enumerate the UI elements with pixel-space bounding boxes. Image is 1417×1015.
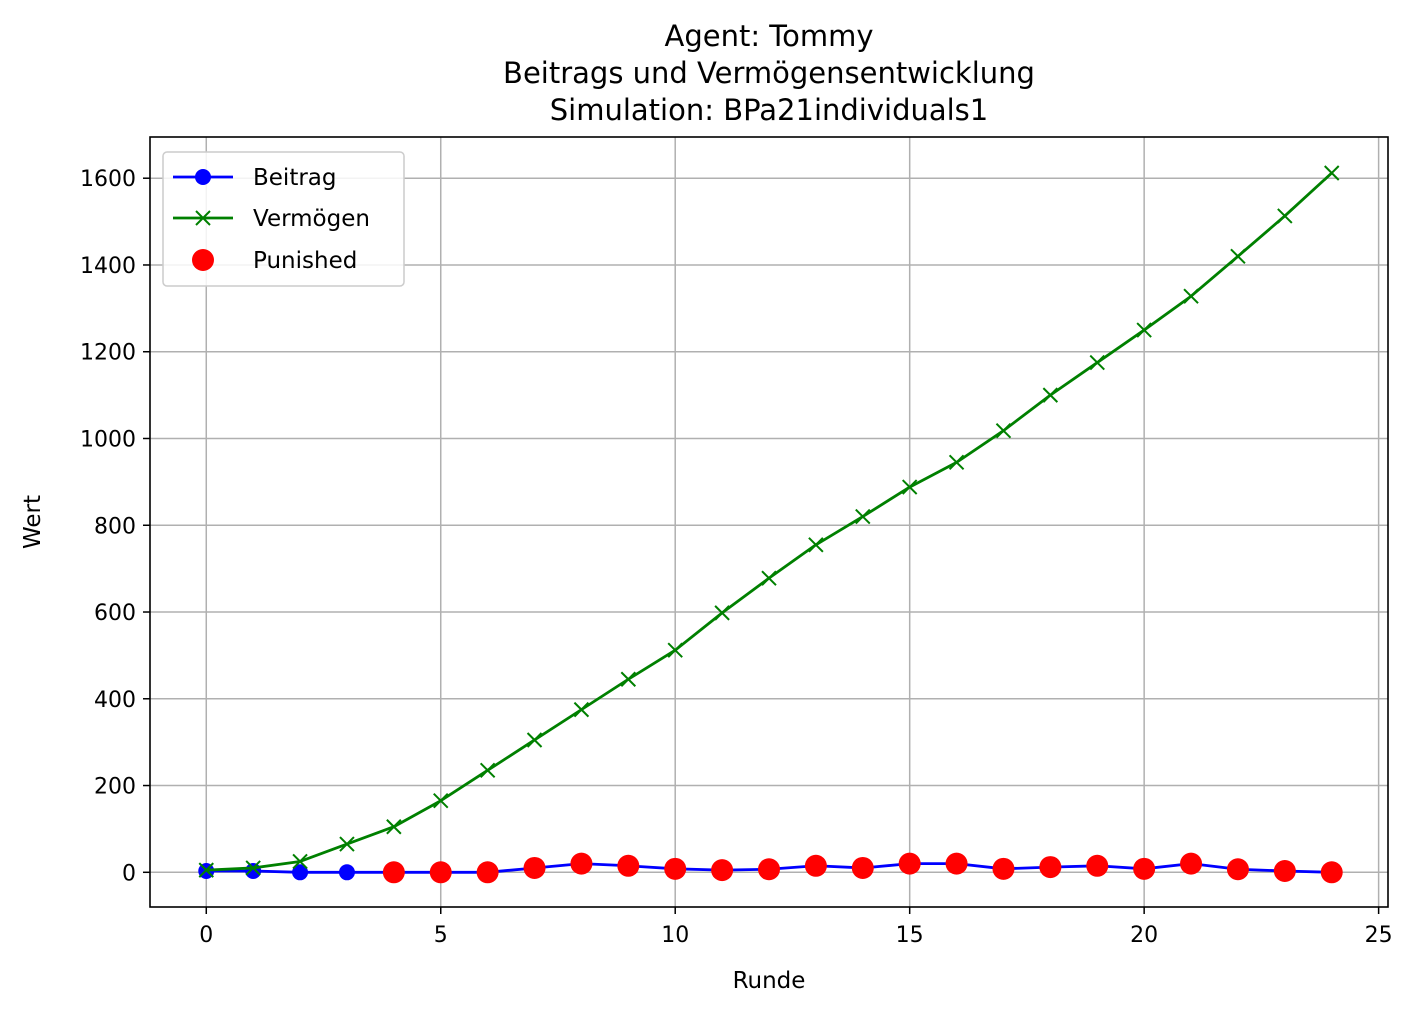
x-tick-label: 5 [434, 923, 448, 948]
punished-point [758, 858, 780, 881]
legend-marker [195, 169, 211, 185]
data-point [667, 642, 683, 658]
x-tick-label: 25 [1365, 923, 1393, 948]
y-tick-label: 800 [94, 514, 136, 539]
data-point [855, 508, 871, 525]
y-tick-label: 200 [94, 775, 136, 800]
y-tick-label: 1400 [80, 254, 136, 279]
legend-item: Beitrag [173, 165, 337, 191]
data-point [573, 701, 590, 718]
punished-point [898, 852, 921, 875]
data-point [1183, 288, 1199, 304]
punished-point [1320, 861, 1343, 884]
data-point [1136, 322, 1152, 338]
data-point [198, 862, 214, 878]
series-punished [382, 852, 1343, 884]
punished-point [1086, 854, 1109, 877]
data-point [245, 862, 262, 879]
data-point [339, 836, 355, 852]
punished-point [1133, 857, 1156, 880]
axes: 0 5 10 15 20 25 0 200 400 600 800 1000 1200 1400 1600 [80, 167, 1393, 948]
data-point [292, 864, 309, 881]
punished-point [429, 861, 452, 884]
punished-point [617, 854, 640, 877]
data-point [386, 819, 402, 835]
data-point [1324, 165, 1340, 181]
legend: Beitrag Vermögen Punished [162, 151, 405, 287]
punished-point [945, 852, 968, 875]
title-line-1: Agent: Tommy [664, 19, 873, 53]
legend-box [162, 151, 405, 287]
data-point [338, 864, 355, 881]
data-point [808, 537, 824, 553]
punished-point [1273, 859, 1296, 882]
data-point [433, 793, 449, 809]
legend-label: Punished [253, 248, 357, 274]
plot-area [198, 165, 1343, 884]
y-tick-label: 600 [94, 601, 136, 626]
punished-point [664, 857, 687, 880]
grid [150, 137, 1388, 907]
punished-point [523, 856, 546, 879]
data-point [1230, 248, 1246, 265]
data-point [761, 570, 777, 586]
data-point [479, 762, 496, 779]
data-point [714, 605, 730, 621]
x-tick-label: 20 [1130, 923, 1158, 948]
punished-point [382, 861, 405, 884]
data-point [948, 454, 965, 471]
title-line-3: Simulation: BPa21individuals1 [550, 93, 989, 127]
y-tick-label: 1000 [80, 427, 136, 452]
x-tick-label: 15 [896, 923, 924, 948]
legend-item: Vermögen [173, 206, 370, 232]
data-point [620, 671, 637, 687]
punished-point [1226, 858, 1249, 881]
legend-marker [192, 249, 214, 271]
y-tick-label: 1200 [80, 341, 136, 366]
data-point [995, 422, 1012, 439]
x-axis-label: Runde [733, 968, 806, 994]
y-tick-label: 400 [94, 688, 136, 713]
data-point [1277, 208, 1293, 224]
punished-point [1180, 852, 1203, 875]
title-line-2: Beitrags und Vermögensentwicklung [503, 56, 1035, 90]
legend-label: Vermögen [253, 206, 370, 232]
punished-point [804, 854, 827, 877]
punished-point [851, 856, 874, 879]
punished-point [1039, 856, 1062, 879]
x-tick-label: 10 [661, 923, 689, 948]
punished-point [570, 852, 593, 875]
legend-item: Punished [192, 248, 357, 274]
data-point [292, 853, 308, 870]
chart-title: Agent: Tommy Beitrags und Vermögensentwi… [503, 19, 1035, 127]
data-point [901, 479, 918, 495]
data-point [1089, 354, 1105, 371]
plot-frame [149, 136, 1389, 908]
data-point [526, 732, 543, 748]
punished-point [476, 861, 499, 884]
series-vermögen [198, 165, 1340, 878]
data-point [245, 860, 261, 876]
y-axis-label: Wert [20, 495, 46, 549]
y-tick-label: 0 [122, 861, 136, 886]
data-point [1042, 387, 1059, 403]
legend-label: Beitrag [253, 165, 337, 191]
legend-marker [195, 210, 211, 226]
punished-point [711, 859, 734, 882]
x-tick-label: 0 [199, 923, 213, 948]
punished-point [992, 857, 1015, 880]
y-tick-label: 1600 [80, 167, 136, 192]
